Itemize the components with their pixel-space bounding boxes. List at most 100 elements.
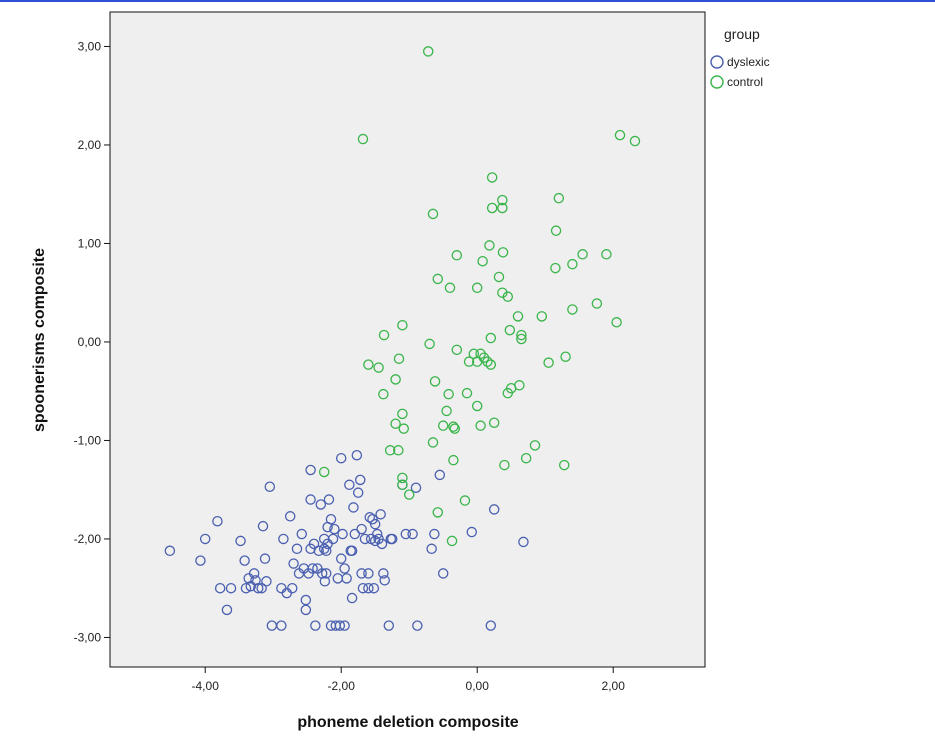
control-point	[553, 192, 565, 204]
dyslexic-point	[252, 582, 264, 594]
dyslexic-point	[346, 592, 358, 604]
dyslexic-point	[339, 563, 350, 574]
dyslexic-point	[518, 536, 529, 548]
dyslexic-point	[214, 582, 226, 594]
dyslexic-point	[354, 474, 366, 486]
dyslexic-point	[351, 449, 363, 461]
control-point	[471, 282, 483, 294]
control-point	[550, 262, 561, 274]
control-point	[475, 420, 486, 431]
control-point	[484, 240, 495, 251]
control-point	[550, 225, 562, 236]
top-border-line	[0, 0, 935, 2]
dyslexic-point	[320, 545, 332, 557]
dyslexic-point	[235, 535, 246, 547]
control-point	[477, 255, 488, 267]
dyslexic-point	[437, 568, 449, 579]
dyslexic-point	[291, 543, 303, 555]
control-point	[629, 135, 641, 147]
dyslexic-point	[305, 494, 316, 505]
control-point	[390, 418, 401, 429]
dyslexic-point	[368, 582, 380, 594]
plot-area	[109, 11, 706, 668]
control-point	[471, 356, 483, 367]
dyslexic-point	[363, 582, 374, 594]
dyslexic-point	[412, 620, 423, 631]
data-points	[164, 46, 641, 631]
control-point	[444, 282, 456, 294]
control-point	[504, 324, 516, 336]
dyslexic-point	[319, 576, 331, 587]
control-point	[384, 445, 396, 456]
control-point	[432, 273, 444, 285]
y-tick-label: -1,00	[74, 433, 102, 447]
dyslexic-point	[335, 452, 347, 464]
dyslexic-point	[339, 620, 350, 631]
dyslexic-point	[337, 528, 348, 540]
dyslexic-point	[379, 575, 390, 586]
dyslexic-point	[248, 568, 260, 579]
dyslexic-point	[313, 545, 325, 557]
y-tick-label: 2,00	[78, 138, 102, 152]
control-point	[451, 344, 463, 356]
dyslexic-point	[315, 499, 327, 510]
control-point	[577, 249, 588, 260]
legend-marker-control	[710, 75, 724, 89]
dyslexic-point	[383, 620, 395, 631]
control-point	[451, 250, 463, 261]
control-point	[502, 387, 514, 399]
dyslexic-point	[286, 582, 298, 594]
control-point	[614, 129, 626, 141]
control-point	[529, 440, 541, 451]
dyslexic-point	[264, 481, 276, 493]
dyslexic-point	[352, 487, 364, 498]
control-point	[486, 172, 498, 183]
control-point	[443, 388, 454, 400]
dyslexic-point	[300, 604, 312, 616]
control-point	[398, 423, 410, 434]
dyslexic-point	[341, 573, 352, 584]
control-point	[397, 472, 408, 484]
dyslexic-point	[278, 533, 289, 545]
control-point	[373, 362, 384, 373]
dyslexic-point	[284, 511, 296, 522]
control-point	[567, 258, 578, 270]
control-point	[318, 466, 330, 478]
dyslexic-point	[259, 553, 271, 564]
dyslexic-point	[407, 528, 418, 540]
dyslexic-point	[488, 504, 500, 515]
dyslexic-point	[221, 604, 233, 616]
dyslexic-point	[296, 528, 308, 540]
x-axis-title: phoneme deletion composite	[297, 714, 518, 731]
dyslexic-point	[429, 528, 440, 540]
legend: group dyslexic control	[710, 26, 770, 89]
control-point	[463, 356, 475, 367]
control-point	[461, 387, 473, 399]
dyslexic-point	[261, 576, 272, 587]
y-tick-label: 0,00	[78, 335, 102, 349]
control-point	[543, 357, 554, 368]
control-point	[378, 388, 389, 400]
dyslexic-point	[376, 538, 388, 550]
dyslexic-point	[356, 568, 367, 579]
dyslexic-point	[276, 620, 287, 631]
control-point	[403, 489, 415, 500]
dyslexic-point	[225, 582, 237, 594]
x-tick-label: -4,00	[192, 679, 220, 693]
control-point	[493, 271, 505, 283]
control-point	[482, 356, 493, 367]
control-point	[520, 452, 532, 464]
dyslexic-point	[310, 620, 321, 631]
dyslexic-point	[378, 568, 389, 579]
legend-title: group	[724, 26, 760, 42]
control-point	[611, 317, 622, 328]
control-point	[560, 351, 571, 362]
control-point	[497, 247, 509, 258]
control-point	[459, 495, 471, 506]
dyslexic-point	[325, 514, 337, 525]
dyslexic-point	[466, 526, 478, 538]
control-point	[497, 202, 508, 214]
control-point	[441, 405, 452, 417]
dyslexic-point	[288, 558, 299, 569]
